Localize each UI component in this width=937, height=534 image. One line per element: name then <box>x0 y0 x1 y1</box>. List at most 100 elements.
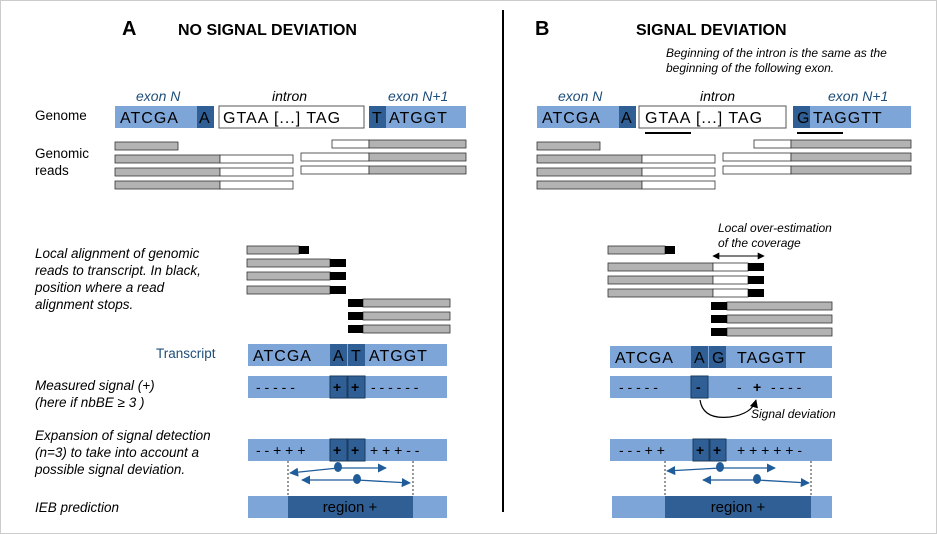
measured-signal-text-1: Measured signal (+) <box>35 378 155 393</box>
predicted-region <box>665 496 811 518</box>
read <box>722 152 792 162</box>
panel-a: A NO SIGNAL DEVIATION exon N intron exon… <box>34 18 467 518</box>
stop-mark <box>711 328 727 336</box>
exon-n-last-base <box>197 106 214 128</box>
read <box>753 139 792 149</box>
aligned-read <box>362 311 451 321</box>
signal-minus-right-1: - <box>737 379 742 395</box>
expansion-text-2: (n=3) to take into account a <box>35 445 199 460</box>
predicted-region <box>288 496 413 518</box>
genomic-reads-label-1: Genomic <box>35 146 89 161</box>
expansion-cell <box>329 438 348 462</box>
transcript-left: ATCGA <box>253 348 312 365</box>
arrow-left <box>289 467 339 477</box>
expansion-text-1: Expansion of signal detection <box>35 428 211 443</box>
aligned-read <box>607 275 714 285</box>
signal-plus: + <box>333 379 341 395</box>
read <box>114 167 221 177</box>
read <box>368 152 467 162</box>
expansion-origin-dot <box>716 462 724 472</box>
aligned-read-overlap <box>712 275 749 285</box>
overestimation-text-1: Local over-estimation <box>718 221 832 235</box>
stop-mark <box>330 259 346 267</box>
seq-next: ATGGT <box>389 110 448 127</box>
signal-minus-right: - - - - - - <box>371 379 419 395</box>
region-label: region + <box>323 499 378 516</box>
aligned-read <box>607 245 666 255</box>
seq-intron: GTAA [...] TAG <box>223 110 341 127</box>
read <box>114 141 179 151</box>
deviation-arrow <box>699 399 758 418</box>
expansion-plus: + <box>713 442 721 458</box>
signal-minus-left: - - - - - <box>619 379 658 395</box>
expansion-cell <box>709 438 727 462</box>
intron-label: intron <box>700 88 735 104</box>
region-label: region + <box>711 499 766 516</box>
transcript-mid-base-1 <box>691 346 708 368</box>
read <box>300 152 370 162</box>
seq-exon-last: A <box>199 110 211 127</box>
ieb-prediction-bar: region + <box>248 496 447 518</box>
expansion-origin-dot <box>753 474 761 484</box>
signal-minus-mid: - <box>696 379 701 395</box>
expansion-cell <box>347 438 366 462</box>
signal-cell <box>347 375 366 399</box>
aligned-read <box>246 271 331 281</box>
expansion-left: - - - + + <box>619 442 665 458</box>
panel-a-title: NO SIGNAL DEVIATION <box>178 22 357 39</box>
stop-mark <box>348 312 363 320</box>
read <box>790 152 912 162</box>
transcript-mid-base-1 <box>330 344 347 366</box>
arrow-right <box>756 477 810 488</box>
read <box>536 180 643 190</box>
expansion-arrows <box>664 461 812 496</box>
transcript-mid-1: A <box>694 350 706 367</box>
read <box>722 165 792 175</box>
genome-sequence: ATCGA A GTAA [...] TAG G TAGGTT <box>537 105 911 134</box>
aligned-read <box>246 258 331 268</box>
stop-mark <box>748 263 764 271</box>
panel-b-title: SIGNAL DEVIATION <box>636 22 787 39</box>
genomic-reads <box>536 139 912 190</box>
arrow-right <box>356 477 411 488</box>
exon-n-block <box>537 106 636 128</box>
aligned-read-overlap <box>712 288 749 298</box>
exon-n1-first-base <box>793 106 810 128</box>
expansion-right: + + + + + - <box>737 442 802 458</box>
signal-plus: + <box>753 379 761 395</box>
expansion-text-3: possible signal deviation. <box>34 462 185 477</box>
transcript-mid-base-2 <box>348 344 365 366</box>
intron-label: intron <box>272 88 307 104</box>
transcript-right: ATGGT <box>369 348 428 365</box>
read <box>219 167 294 177</box>
exon-n-label: exon N <box>136 88 181 104</box>
read <box>219 154 294 164</box>
exon-n1-label: exon N+1 <box>388 88 448 104</box>
read <box>331 139 370 149</box>
aligned-read <box>726 301 833 311</box>
expansion-origin-dot <box>353 474 361 484</box>
stop-mark <box>348 325 363 333</box>
stop-mark <box>711 302 727 310</box>
intron-block <box>638 105 787 129</box>
expansion-left: - - + + + <box>256 442 305 458</box>
expansion-right: + + + - - <box>370 442 420 458</box>
aligned-reads <box>246 245 451 334</box>
expansion-signal-bar: - - + + + + + + + + - - <box>248 438 447 462</box>
expansion-signal-bar: - - - + + + + + + + + + - <box>610 438 832 462</box>
signal-deviation-label: Signal deviation <box>751 407 836 421</box>
seq-next-first: T <box>372 110 383 127</box>
exon-n1-block <box>793 106 911 128</box>
read <box>790 139 912 149</box>
signal-cell <box>329 375 348 399</box>
read <box>300 165 370 175</box>
transcript-block <box>248 344 447 366</box>
exon-n-last-base <box>619 106 636 128</box>
transcript-left: ATCGA <box>615 350 674 367</box>
seq-exon: ATCGA <box>542 110 601 127</box>
seq-intron: GTAA [...] TAG <box>645 110 763 127</box>
transcript-label: Transcript <box>156 346 216 361</box>
signal-cell <box>690 375 709 399</box>
stop-mark <box>748 289 764 297</box>
